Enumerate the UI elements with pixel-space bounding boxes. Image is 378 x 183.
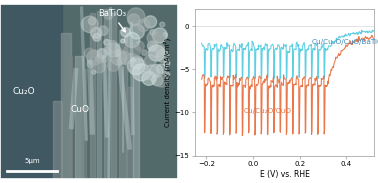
Circle shape <box>100 53 109 62</box>
Bar <box>112 13 116 179</box>
Circle shape <box>107 59 119 71</box>
Circle shape <box>92 70 96 74</box>
Circle shape <box>96 55 104 63</box>
Circle shape <box>147 31 161 45</box>
Circle shape <box>119 52 132 64</box>
Circle shape <box>142 71 156 85</box>
Circle shape <box>121 27 130 37</box>
Circle shape <box>144 55 156 66</box>
Circle shape <box>124 32 140 48</box>
Circle shape <box>125 53 139 67</box>
Bar <box>53 101 62 179</box>
Circle shape <box>132 58 135 62</box>
Bar <box>126 87 133 179</box>
Bar <box>60 33 71 179</box>
Circle shape <box>137 19 150 31</box>
Circle shape <box>156 64 166 74</box>
Circle shape <box>128 14 140 26</box>
Bar <box>68 56 72 179</box>
Circle shape <box>104 39 110 45</box>
Circle shape <box>164 61 170 66</box>
Circle shape <box>93 33 101 41</box>
Circle shape <box>107 43 121 57</box>
Circle shape <box>152 78 155 81</box>
Bar <box>75 56 84 179</box>
Circle shape <box>121 39 125 43</box>
Bar <box>82 69 87 179</box>
Circle shape <box>155 45 165 55</box>
Bar <box>119 30 127 179</box>
Circle shape <box>104 47 111 55</box>
Circle shape <box>144 65 159 80</box>
Circle shape <box>163 33 167 37</box>
Text: Cu/Cu₂O/CuO: Cu/Cu₂O/CuO <box>244 108 292 114</box>
Text: Cu/Cu₂O/CuO/BaTiO₃: Cu/Cu₂O/CuO/BaTiO₃ <box>311 39 378 45</box>
Circle shape <box>88 18 96 25</box>
Circle shape <box>106 40 118 53</box>
Circle shape <box>81 16 98 33</box>
Circle shape <box>155 74 168 87</box>
Circle shape <box>144 16 156 28</box>
Circle shape <box>84 48 94 58</box>
Circle shape <box>147 41 158 51</box>
Text: CuO: CuO <box>70 104 90 114</box>
Text: BaTiO₃: BaTiO₃ <box>98 9 126 32</box>
Circle shape <box>127 58 145 75</box>
Circle shape <box>124 42 140 59</box>
Bar <box>97 11 101 179</box>
Circle shape <box>149 42 164 57</box>
Text: 5μm: 5μm <box>24 158 40 164</box>
Circle shape <box>129 24 144 39</box>
Circle shape <box>87 50 102 65</box>
Circle shape <box>150 29 155 35</box>
Circle shape <box>156 33 164 42</box>
Circle shape <box>131 69 135 73</box>
Bar <box>90 13 95 179</box>
Circle shape <box>156 50 169 62</box>
Circle shape <box>93 60 105 73</box>
Circle shape <box>110 49 127 65</box>
Circle shape <box>152 75 163 86</box>
Circle shape <box>150 64 163 77</box>
Circle shape <box>152 28 167 43</box>
Circle shape <box>130 56 144 69</box>
Circle shape <box>115 50 121 56</box>
Circle shape <box>104 10 113 19</box>
Circle shape <box>99 26 108 35</box>
Circle shape <box>142 50 147 55</box>
Circle shape <box>149 45 165 61</box>
Circle shape <box>166 72 170 77</box>
Circle shape <box>91 27 102 38</box>
Text: Cu₂O: Cu₂O <box>12 87 35 96</box>
Circle shape <box>87 60 94 67</box>
Bar <box>0 4 62 179</box>
Circle shape <box>127 8 145 25</box>
Bar <box>133 59 139 179</box>
Circle shape <box>160 22 165 27</box>
X-axis label: E (V) vs. RHE: E (V) vs. RHE <box>260 170 309 179</box>
Bar <box>104 9 109 179</box>
Circle shape <box>133 64 150 81</box>
Circle shape <box>135 41 144 51</box>
Y-axis label: Current density (mA/cm²): Current density (mA/cm²) <box>164 38 172 127</box>
Circle shape <box>97 49 107 58</box>
